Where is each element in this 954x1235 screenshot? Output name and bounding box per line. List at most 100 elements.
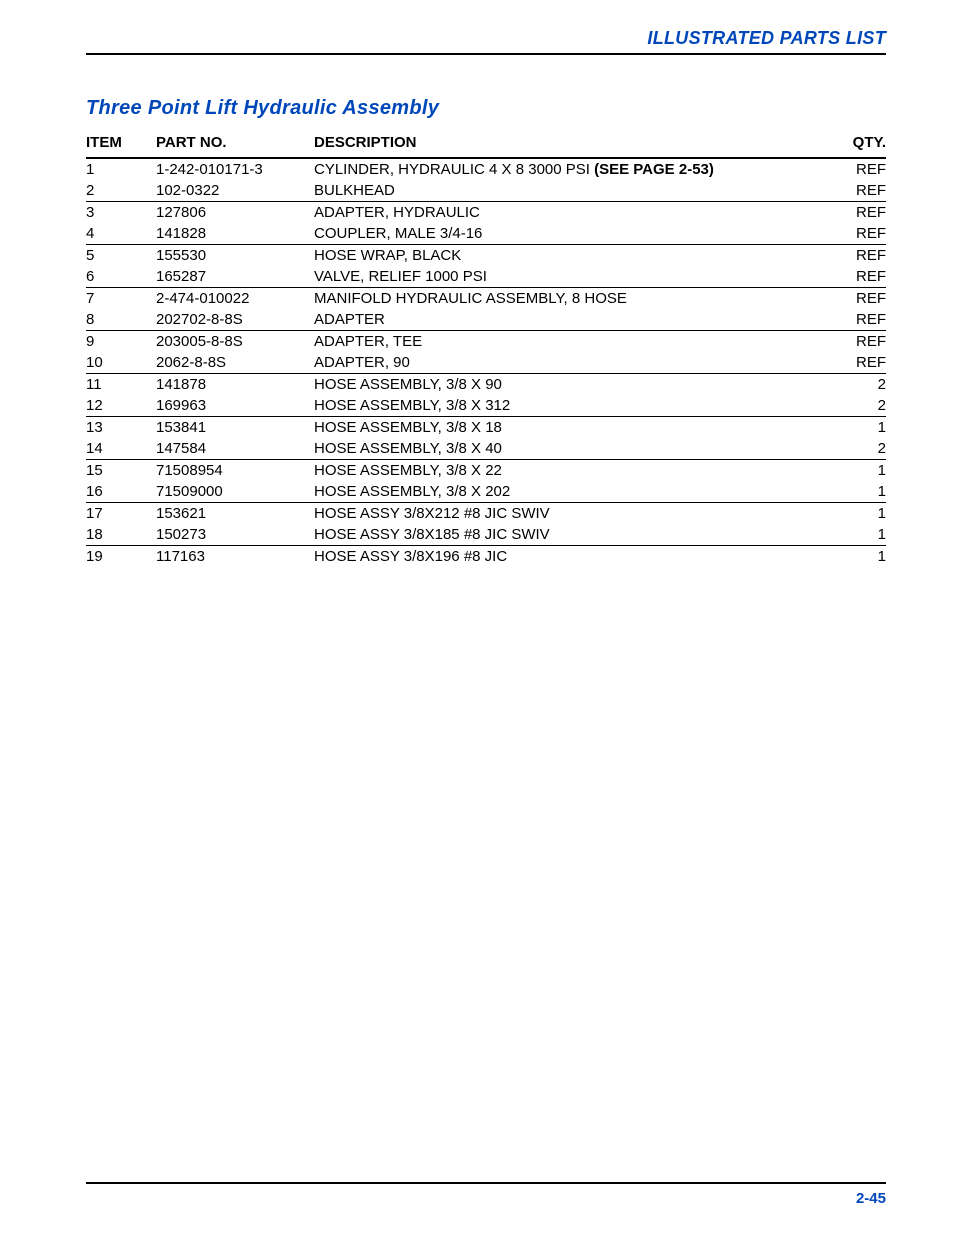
- page-footer: 2-45: [86, 1182, 886, 1207]
- cell-desc: VALVE, RELIEF 1000 PSI: [314, 266, 826, 288]
- cell-part: 153841: [156, 417, 314, 439]
- cell-part: 147584: [156, 438, 314, 460]
- cell-qty: REF: [826, 245, 886, 267]
- table-row: 11-242-010171-3CYLINDER, HYDRAULIC 4 X 8…: [86, 158, 886, 180]
- table-row: 6165287VALVE, RELIEF 1000 PSIREF: [86, 266, 886, 288]
- col-header-item: ITEM: [86, 130, 156, 158]
- page-header: ILLUSTRATED PARTS LIST: [86, 28, 886, 55]
- cell-qty: 1: [826, 524, 886, 546]
- cell-item: 10: [86, 352, 156, 374]
- cell-part: 202702-8-8S: [156, 309, 314, 331]
- cell-part: 2062-8-8S: [156, 352, 314, 374]
- cell-item: 18: [86, 524, 156, 546]
- cell-part: 71509000: [156, 481, 314, 503]
- cell-desc-ref: (SEE PAGE 2-53): [594, 161, 714, 178]
- col-header-desc: DESCRIPTION: [314, 130, 826, 158]
- table-row: 9203005-8-8SADAPTER, TEEREF: [86, 331, 886, 353]
- col-header-qty: QTY.: [826, 130, 886, 158]
- page-number: 2-45: [86, 1190, 886, 1207]
- table-row: 11141878HOSE ASSEMBLY, 3/8 X 902: [86, 374, 886, 396]
- cell-desc: HOSE ASSEMBLY, 3/8 X 18: [314, 417, 826, 439]
- cell-desc: MANIFOLD HYDRAULIC ASSEMBLY, 8 HOSE: [314, 288, 826, 310]
- cell-part: 165287: [156, 266, 314, 288]
- cell-desc: HOSE ASSY 3/8X196 #8 JIC: [314, 546, 826, 568]
- cell-qty: REF: [826, 288, 886, 310]
- cell-part: 153621: [156, 503, 314, 525]
- cell-qty: 2: [826, 374, 886, 396]
- cell-qty: REF: [826, 309, 886, 331]
- header-title: ILLUSTRATED PARTS LIST: [86, 28, 886, 49]
- table-row: 1671509000HOSE ASSEMBLY, 3/8 X 2021: [86, 481, 886, 503]
- cell-item: 3: [86, 202, 156, 224]
- table-row: 17153621HOSE ASSY 3/8X212 #8 JIC SWIV1: [86, 503, 886, 525]
- cell-qty: 2: [826, 438, 886, 460]
- cell-qty: 1: [826, 460, 886, 482]
- cell-item: 16: [86, 481, 156, 503]
- cell-part: 127806: [156, 202, 314, 224]
- cell-item: 6: [86, 266, 156, 288]
- cell-qty: REF: [826, 180, 886, 202]
- cell-desc: ADAPTER, HYDRAULIC: [314, 202, 826, 224]
- cell-item: 7: [86, 288, 156, 310]
- cell-item: 19: [86, 546, 156, 568]
- cell-item: 1: [86, 158, 156, 180]
- cell-desc: ADAPTER, TEE: [314, 331, 826, 353]
- cell-part: 102-0322: [156, 180, 314, 202]
- cell-part: 155530: [156, 245, 314, 267]
- cell-item: 12: [86, 395, 156, 417]
- cell-part: 71508954: [156, 460, 314, 482]
- table-row: 1571508954HOSE ASSEMBLY, 3/8 X 221: [86, 460, 886, 482]
- cell-qty: 2: [826, 395, 886, 417]
- table-row: 5155530HOSE WRAP, BLACKREF: [86, 245, 886, 267]
- cell-desc: HOSE ASSEMBLY, 3/8 X 22: [314, 460, 826, 482]
- cell-part: 141828: [156, 223, 314, 245]
- cell-desc: ADAPTER: [314, 309, 826, 331]
- cell-item: 17: [86, 503, 156, 525]
- cell-desc: HOSE ASSEMBLY, 3/8 X 202: [314, 481, 826, 503]
- cell-item: 9: [86, 331, 156, 353]
- cell-part: 1-242-010171-3: [156, 158, 314, 180]
- section-title: Three Point Lift Hydraulic Assembly: [86, 97, 886, 120]
- cell-qty: REF: [826, 352, 886, 374]
- cell-desc: HOSE ASSY 3/8X185 #8 JIC SWIV: [314, 524, 826, 546]
- table-row: 4141828COUPLER, MALE 3/4-16REF: [86, 223, 886, 245]
- cell-qty: 1: [826, 481, 886, 503]
- cell-part: 2-474-010022: [156, 288, 314, 310]
- cell-item: 2: [86, 180, 156, 202]
- table-row: 8202702-8-8SADAPTERREF: [86, 309, 886, 331]
- table-row: 2102-0322BULKHEADREF: [86, 180, 886, 202]
- cell-item: 15: [86, 460, 156, 482]
- cell-qty: REF: [826, 223, 886, 245]
- table-row: 12169963HOSE ASSEMBLY, 3/8 X 3122: [86, 395, 886, 417]
- col-header-part: PART NO.: [156, 130, 314, 158]
- cell-desc: ADAPTER, 90: [314, 352, 826, 374]
- cell-desc: CYLINDER, HYDRAULIC 4 X 8 3000 PSI (SEE …: [314, 158, 826, 180]
- cell-item: 13: [86, 417, 156, 439]
- cell-desc: HOSE ASSEMBLY, 3/8 X 90: [314, 374, 826, 396]
- cell-desc: HOSE ASSEMBLY, 3/8 X 312: [314, 395, 826, 417]
- table-row: 18150273HOSE ASSY 3/8X185 #8 JIC SWIV1: [86, 524, 886, 546]
- cell-qty: REF: [826, 331, 886, 353]
- table-row: 13153841HOSE ASSEMBLY, 3/8 X 181: [86, 417, 886, 439]
- cell-qty: 1: [826, 417, 886, 439]
- parts-table: ITEM PART NO. DESCRIPTION QTY. 11-242-01…: [86, 130, 886, 567]
- table-header-row: ITEM PART NO. DESCRIPTION QTY.: [86, 130, 886, 158]
- cell-desc: HOSE ASSEMBLY, 3/8 X 40: [314, 438, 826, 460]
- table-row: 14147584HOSE ASSEMBLY, 3/8 X 402: [86, 438, 886, 460]
- cell-item: 14: [86, 438, 156, 460]
- cell-qty: 1: [826, 503, 886, 525]
- cell-part: 169963: [156, 395, 314, 417]
- cell-item: 8: [86, 309, 156, 331]
- cell-desc: BULKHEAD: [314, 180, 826, 202]
- table-row: 72-474-010022MANIFOLD HYDRAULIC ASSEMBLY…: [86, 288, 886, 310]
- cell-desc: HOSE ASSY 3/8X212 #8 JIC SWIV: [314, 503, 826, 525]
- table-row: 19117163HOSE ASSY 3/8X196 #8 JIC1: [86, 546, 886, 568]
- cell-item: 5: [86, 245, 156, 267]
- cell-part: 203005-8-8S: [156, 331, 314, 353]
- cell-qty: REF: [826, 202, 886, 224]
- cell-qty: REF: [826, 158, 886, 180]
- cell-part: 141878: [156, 374, 314, 396]
- cell-part: 150273: [156, 524, 314, 546]
- cell-item: 11: [86, 374, 156, 396]
- cell-qty: 1: [826, 546, 886, 568]
